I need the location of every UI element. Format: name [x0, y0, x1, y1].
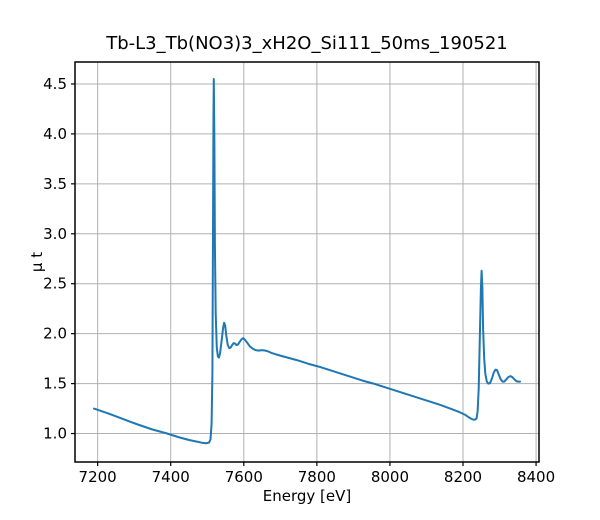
x-tick-label: 7600 [225, 468, 263, 486]
y-tick-label: 4.5 [43, 75, 67, 93]
y-tick-label: 1.5 [43, 375, 67, 393]
x-tick-label: 8000 [371, 468, 409, 486]
y-tick-label: 3.5 [43, 175, 67, 193]
x-tick-label: 7400 [152, 468, 190, 486]
chart-title: Tb-L3_Tb(NO3)3_xH2O_Si111_50ms_190521 [106, 33, 508, 54]
y-tick-label: 2.5 [43, 275, 67, 293]
x-tick-label: 8400 [517, 468, 555, 486]
spectrum-line [93, 78, 521, 445]
x-tick-label: 8200 [444, 468, 482, 486]
x-axis-label: Energy [eV] [262, 487, 352, 505]
y-tick-label: 4.0 [43, 125, 67, 143]
y-tick-label: 1.0 [43, 425, 67, 443]
y-tick-label: 2.0 [43, 325, 67, 343]
x-tick-label: 7200 [79, 468, 117, 486]
y-tick-label: 3.0 [43, 225, 67, 243]
x-tick-label: 7800 [298, 468, 336, 486]
axes-spines [74, 61, 540, 463]
